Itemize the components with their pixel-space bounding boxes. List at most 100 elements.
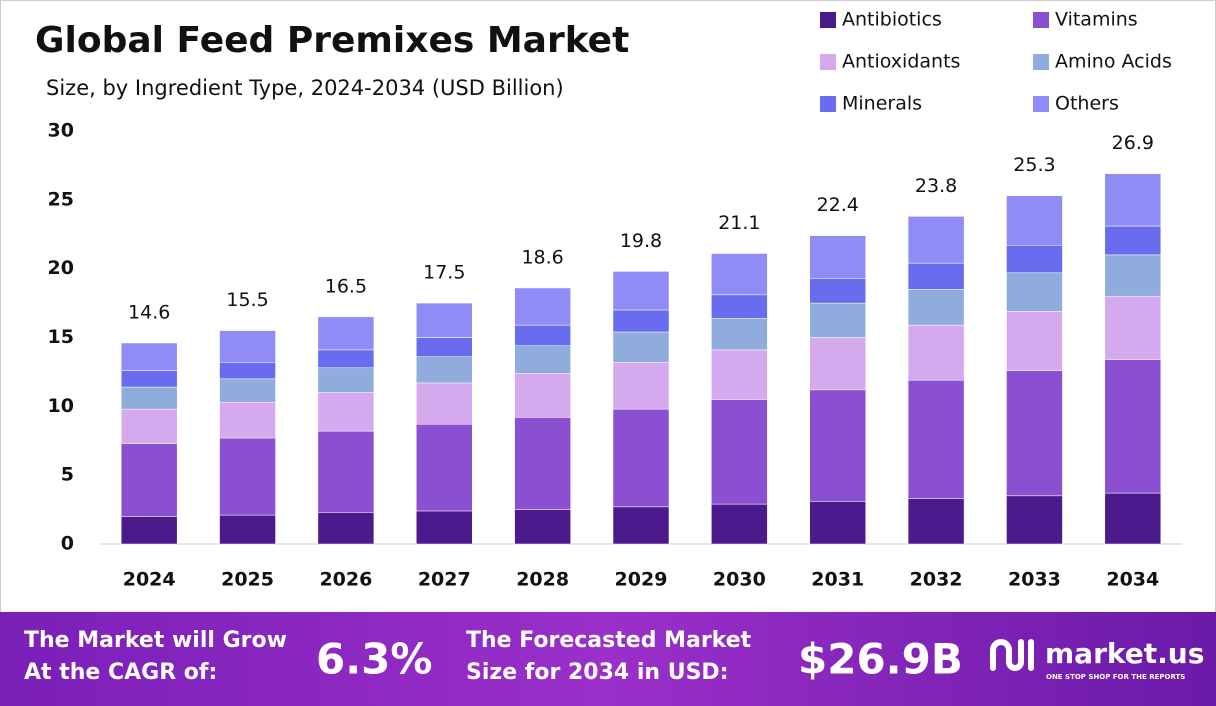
bar-segment (1006, 272, 1063, 312)
bar-segment (809, 302, 866, 338)
x-tick-label: 2033 (1008, 569, 1061, 591)
bar-segment (809, 337, 866, 391)
bar-segment (317, 367, 375, 393)
legend-label: Amino Acids (1055, 51, 1172, 73)
total-label: 16.5 (325, 275, 367, 297)
legend-label: Minerals (842, 93, 922, 115)
bar-segment (416, 382, 473, 425)
y-tick-label: 15 (48, 326, 74, 348)
y-tick-label: 0 (61, 533, 74, 555)
bar-segment (1104, 492, 1162, 545)
footer-text: The Market will Grow (24, 628, 287, 653)
total-label: 21.1 (718, 212, 760, 234)
legend-label: Others (1055, 93, 1119, 115)
x-tick-label: 2026 (319, 569, 372, 591)
legend-label: Antibiotics (842, 9, 942, 31)
x-tick-label: 2031 (811, 569, 864, 591)
bar-segment (1006, 370, 1063, 497)
total-label: 17.5 (423, 262, 465, 284)
bar-segment (612, 271, 670, 311)
bar-segment (612, 408, 670, 508)
bar-segment (711, 294, 768, 319)
bar-segment (219, 514, 276, 545)
bar-segment (809, 235, 866, 279)
bar-segment (809, 501, 866, 545)
legend-swatch (1033, 12, 1049, 28)
footer-text: Size for 2034 in USD: (466, 660, 729, 685)
bar-segment (120, 443, 178, 517)
bar-segment (612, 362, 670, 410)
bar-segment (219, 378, 276, 403)
bar-segment (809, 278, 866, 304)
bar-segment (219, 401, 276, 439)
bar-segment (612, 331, 670, 363)
bar-segment (907, 262, 965, 290)
bar-segment (1006, 245, 1063, 274)
x-tick-label: 2027 (418, 569, 471, 591)
footer-text: The Forecasted Market (466, 628, 752, 653)
bar-segment (1104, 254, 1162, 297)
bar-segment (317, 430, 375, 513)
total-label: 26.9 (1112, 132, 1154, 154)
y-tick-label: 30 (48, 120, 74, 142)
bar-segment (1104, 173, 1162, 227)
legend-swatch (1033, 54, 1049, 70)
bar-segment (317, 316, 375, 351)
legend-swatch (820, 96, 836, 112)
chart-subtitle: Size, by Ingredient Type, 2024-2034 (USD… (46, 76, 564, 100)
x-tick-label: 2029 (615, 569, 668, 591)
bar-segment (1006, 311, 1063, 371)
x-tick-label: 2032 (910, 569, 963, 591)
chart-title: Global Feed Premixes Market (35, 20, 629, 61)
bar-segment (711, 503, 768, 545)
y-tick-label: 20 (48, 257, 74, 279)
bar-segment (514, 509, 571, 545)
bar-segment (120, 386, 178, 410)
bar-segment (1104, 225, 1162, 256)
bar-segment (120, 516, 178, 545)
bar-segment (317, 392, 375, 432)
bar-segment (1006, 495, 1063, 545)
bar-segment (120, 408, 178, 444)
logo: market.us (1045, 637, 1204, 670)
logo-icon (990, 639, 1034, 671)
bar-segment (219, 362, 276, 380)
bar-segment (514, 287, 571, 326)
bar-segment (416, 356, 473, 384)
bar-segment (514, 373, 571, 418)
x-tick-label: 2028 (516, 569, 569, 591)
bar-segment (514, 417, 571, 510)
bar-segment (907, 379, 965, 499)
y-tick-label: 5 (61, 464, 74, 486)
bar-segment (120, 342, 178, 371)
bar-segment (1006, 195, 1063, 246)
bar-segment (907, 324, 965, 381)
bar-segment (416, 423, 473, 512)
x-tick-label: 2024 (123, 569, 176, 591)
bar-segment (219, 437, 276, 516)
footer-banner (0, 612, 1216, 706)
bar-segment (514, 345, 571, 374)
total-label: 25.3 (1013, 154, 1055, 176)
footer: The Market will Grow At the CAGR of: 6.3… (24, 628, 1204, 685)
bar-segment (1104, 295, 1162, 360)
y-tick-label: 25 (48, 188, 74, 210)
legend-swatch (1033, 96, 1049, 112)
bar-segment (514, 324, 571, 347)
x-tick-label: 2025 (221, 569, 274, 591)
total-label: 23.8 (915, 175, 957, 197)
total-label: 22.4 (817, 194, 859, 216)
legend-swatch (820, 12, 836, 28)
bar-segment (416, 510, 473, 545)
bar-segment (219, 330, 276, 363)
legend-label: Vitamins (1055, 9, 1138, 31)
bar-segment (711, 317, 768, 351)
total-label: 14.6 (128, 302, 170, 324)
total-label: 15.5 (226, 289, 268, 311)
legend-label: Antioxidants (842, 51, 960, 73)
total-label: 18.6 (521, 246, 563, 268)
total-label: 19.8 (620, 230, 662, 252)
y-tick-label: 10 (48, 395, 74, 417)
